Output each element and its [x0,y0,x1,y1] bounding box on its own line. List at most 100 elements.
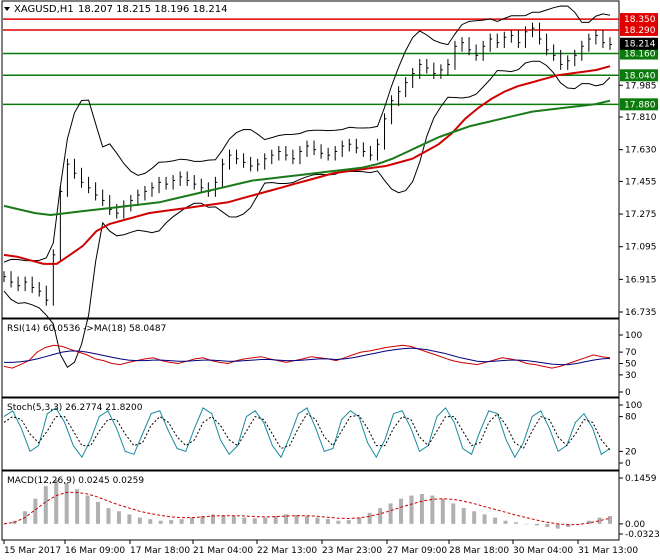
macd-histogram-bar [252,518,257,524]
price-axis: 16.735 16.915 17.095 17.275 17.455 17.630 17.8… [619,13,658,318]
symbol-title: XAGUSD,H1 [14,4,74,15]
macd-histogram-bar [367,512,372,524]
dropdown-triangle-icon[interactable] [4,7,10,11]
macd-histogram-bar [493,517,498,524]
macd-histogram-bar [64,482,69,524]
macd-histogram-bar [315,517,320,524]
macd-histogram-bar [305,515,309,524]
time-tick-label: 30 Mar 04:00 [513,546,573,556]
time-tick-label: 28 Mar 18:00 [449,546,509,556]
level-17.880-badge [620,98,658,111]
bollinger-upper [3,5,611,263]
red-moving-average [3,65,611,265]
green-moving-average [3,99,611,217]
time-tick-label: 21 Mar 04:00 [193,546,253,556]
stoch-plot: 100 80 20 0 [3,401,642,469]
rsi-ma-line [4,347,611,366]
macd-histogram-bar [284,514,289,524]
macd-histogram-bar [273,515,278,524]
macd-histogram-bar [221,515,226,524]
stoch-tick-label: 100 [625,401,642,411]
macd-histogram-bar [430,495,435,524]
macd-histogram-bar [242,517,247,524]
price-levels [3,18,619,106]
macd-tick-label: -0.0323 [625,530,660,540]
macd-histogram-bar [231,515,236,524]
ohlc-values: 18.207 18.215 18.196 18.214 [78,4,228,15]
macd-histogram-bar [179,519,184,524]
stoch-panel-frame [1,397,620,471]
macd-histogram-bar [451,503,456,524]
price-tick-label: 16.915 [625,275,657,285]
macd-tick-label: 0.00 [625,520,645,530]
macd-histogram-bar [503,520,508,524]
macd-plot: 0.1459 0.00-0.0323 [2,474,660,540]
moving-averages [3,65,611,265]
time-tick-label: 16 Mar 09:00 [65,546,125,556]
macd-histogram-bar [336,520,341,524]
macd-histogram-bar [33,498,38,524]
macd-histogram-bar [534,523,539,526]
macd-histogram-bar [346,520,351,524]
time-tick-label: 17 Mar 18:00 [130,546,190,556]
macd-histogram-bar [137,517,142,524]
stoch-tick-label: 0 [625,459,631,469]
price-tick-label: 17.630 [625,146,657,156]
macd-histogram-bar [106,508,111,524]
level-18.350-label: 18.350 [624,15,656,25]
macd-histogram-bar [608,515,612,524]
macd-histogram-bar [85,495,90,524]
level-17.880-label: 17.880 [624,100,656,110]
price-bars [3,22,612,306]
time-tick-label: 23 Mar 23:00 [322,546,382,556]
level-18.160-label: 18.160 [624,50,656,60]
macd-histogram-bar [440,498,445,524]
price-panel-frame [1,0,620,319]
macd-label: MACD(12,26,9) 0.0245 0.0259 [7,476,144,486]
macd-histogram-bar [210,514,215,524]
time-axis: 15 Mar 2017 16 Mar 09:00 17 Mar 18:00 21 Ma… [3,540,638,556]
macd-histogram-bar [409,495,414,524]
macd-signal-line [3,491,611,526]
level-18.350-badge [620,13,658,26]
macd-histogram-bar [116,511,121,524]
price-tick-label: 17.810 [625,113,657,123]
macd-histogram-bar [378,508,383,524]
macd-histogram-bar [169,520,174,524]
price-tick-label: 17.275 [625,210,657,220]
rsi-line [3,344,611,369]
level-18.290-badge [620,23,658,36]
rsi-tick-label: 100 [625,331,642,341]
current-price-badge [620,37,658,50]
time-tick-label: 15 Mar 2017 [4,546,61,556]
macd-histogram-bar [566,523,571,527]
macd-histogram-bar [54,479,59,524]
rsi-tick-label: 0 [625,388,631,398]
price-tick-label: 17.985 [625,81,657,91]
macd-histogram-bar [190,517,195,524]
macd-tick-label: 0.1459 [625,474,657,484]
macd-histogram-bar [2,523,6,525]
macd-histogram-bar [158,520,163,524]
rsi-tick-label: 70 [625,348,637,358]
bollinger-lower [3,60,611,369]
stoch-signal-line [3,412,611,451]
macd-histogram-bar [200,515,205,524]
bollinger-bands [3,5,611,369]
price-tick-label: 17.455 [625,177,657,187]
level-18.040-label: 18.040 [624,71,656,81]
macd-histogram-bar [357,517,362,524]
price-tick-label: 17.095 [625,243,657,253]
macd-histogram-bar [263,517,268,524]
macd-histogram-bar [399,498,404,524]
rsi-tick-label: 30 [625,371,637,381]
macd-histogram-bar [555,523,560,529]
macd-histogram-bar [43,486,48,524]
stoch-label: Stoch(5,3,3) 26.2774 21.8200 [7,403,143,413]
stoch-tick-label: 80 [625,413,637,423]
rsi-label: RSI(14) 60.0536 ->MA(18) 58.0487 [7,324,166,334]
current-price-label: 18.214 [624,40,656,50]
macd-panel-frame [1,470,620,541]
